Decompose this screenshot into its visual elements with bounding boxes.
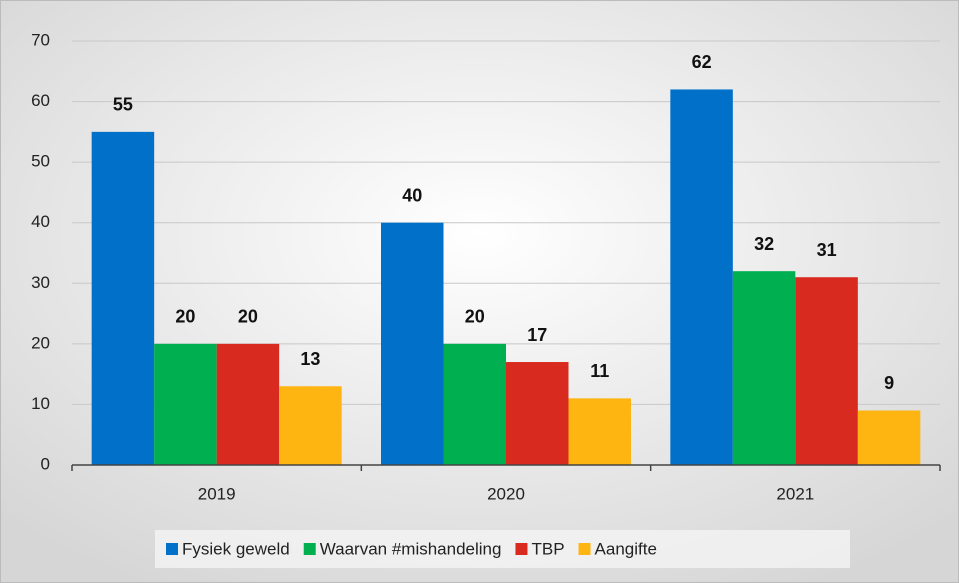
- y-tick-label: 70: [31, 30, 50, 49]
- y-tick-label: 20: [31, 333, 50, 352]
- legend-swatch: [303, 543, 316, 555]
- y-tick-label: 0: [41, 454, 50, 473]
- x-tick-label: 2021: [776, 484, 814, 503]
- bar: [568, 398, 631, 465]
- bar: [857, 410, 921, 465]
- value-label: 20: [465, 307, 485, 327]
- legend-label: Aangifte: [595, 539, 657, 558]
- x-tick-label: 2020: [487, 484, 525, 503]
- value-label: 32: [754, 234, 774, 254]
- value-label: 17: [527, 325, 547, 345]
- bar: [670, 89, 733, 465]
- bar: [506, 362, 569, 465]
- bar: [732, 271, 796, 465]
- value-label: 20: [175, 307, 195, 327]
- legend-swatch: [515, 543, 528, 555]
- legend-swatch: [166, 543, 178, 555]
- legend-label: Waarvan #mishandeling: [320, 539, 502, 558]
- legend-label: TBP: [531, 539, 564, 558]
- value-label: 55: [113, 95, 133, 115]
- bar: [443, 343, 506, 465]
- value-label: 9: [884, 373, 894, 393]
- x-tick-label: 2019: [198, 484, 236, 503]
- value-label: 31: [817, 240, 837, 260]
- value-label: 62: [692, 52, 712, 72]
- y-tick-label: 50: [31, 152, 50, 171]
- y-tick-label: 60: [31, 91, 50, 110]
- value-label: 20: [238, 307, 258, 327]
- bar: [279, 386, 342, 465]
- legend-box: [155, 530, 850, 568]
- y-tick-label: 30: [31, 273, 50, 292]
- bar: [154, 343, 217, 465]
- bar: [216, 343, 280, 465]
- value-label: 40: [402, 185, 422, 205]
- legend-swatch: [578, 543, 591, 555]
- value-label: 11: [590, 361, 609, 381]
- value-label: 13: [300, 349, 320, 369]
- y-tick-label: 40: [31, 212, 50, 231]
- bar: [91, 131, 155, 465]
- bar: [795, 277, 858, 465]
- bar: [381, 222, 444, 465]
- y-tick-label: 10: [31, 394, 50, 413]
- legend-label: Fysiek geweld: [182, 539, 290, 558]
